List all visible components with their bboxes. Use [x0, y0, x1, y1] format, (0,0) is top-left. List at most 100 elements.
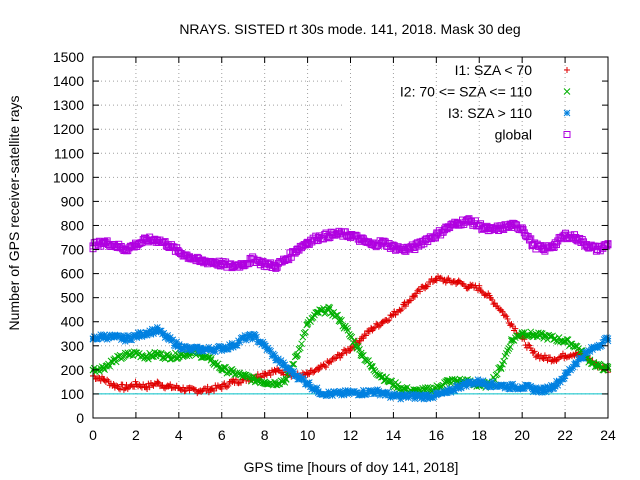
x-tick-label: 10: [300, 427, 316, 443]
sample-point: [246, 374, 254, 381]
sample-point: [364, 327, 371, 334]
sample-point: [121, 338, 129, 345]
sample-point: [537, 385, 545, 393]
sample-point: [603, 362, 611, 370]
sample-point: [160, 384, 167, 391]
sample-point: [290, 367, 298, 375]
sample-point: [344, 387, 352, 394]
sample-point: [289, 360, 296, 368]
sample-point: [594, 344, 602, 352]
sample-point: [214, 360, 222, 368]
sample-point: [537, 329, 545, 337]
sample-point: [366, 328, 373, 335]
sample-point: [98, 332, 106, 340]
sample-point: [224, 345, 232, 353]
sample-point: [193, 387, 199, 394]
legend-marker-star: [563, 109, 571, 117]
sample-point: [197, 344, 205, 352]
sample-point: [357, 337, 364, 344]
sample-point: [267, 371, 274, 378]
sample-point: [388, 312, 395, 319]
sample-point: [544, 357, 551, 364]
sample-point: [351, 337, 358, 345]
sample-point: [101, 377, 108, 384]
sample-point: [326, 304, 334, 312]
sample-point: [603, 242, 611, 250]
sample-point: [339, 350, 346, 357]
x-tick-label: 6: [218, 427, 226, 443]
legend-label: I3: SZA > 110: [448, 105, 532, 121]
sample-point: [181, 342, 188, 350]
sample-point: [375, 387, 383, 395]
sample-point: [444, 387, 452, 394]
sample-point: [530, 349, 537, 356]
sample-point: [338, 316, 345, 324]
sample-point: [491, 300, 498, 307]
sample-point: [504, 315, 511, 322]
sample-point: [338, 352, 345, 359]
sample-point: [451, 278, 458, 285]
y-axis-label: Number of GPS receiver-satellite rays: [6, 96, 22, 331]
sample-point: [210, 346, 218, 353]
sample-point: [217, 343, 224, 350]
sample-point: [275, 380, 282, 388]
legend: I1: SZA < 70 I2: 70 <= SZA <= 110 I3: SZA …: [400, 62, 571, 143]
y-tick-label: 1000: [53, 169, 84, 185]
sample-point: [93, 375, 100, 382]
sample-point: [280, 359, 287, 366]
y-tick-label: 500: [61, 290, 85, 306]
sample-point: [458, 280, 465, 287]
sample-point: [482, 380, 490, 388]
sample-point: [175, 341, 183, 348]
sample-point: [105, 334, 112, 342]
sample-point: [167, 381, 174, 388]
sample-point: [482, 291, 489, 298]
sample-point: [165, 352, 173, 359]
sample-point: [424, 283, 431, 290]
sample-point: [145, 355, 152, 363]
series-square: [89, 215, 612, 272]
sample-point: [387, 378, 394, 385]
y-tick-label: 400: [61, 314, 85, 330]
sample-point: [104, 376, 111, 383]
sample-point: [447, 389, 455, 396]
y-tick-label: 0: [76, 410, 84, 426]
sample-point: [102, 333, 110, 341]
x-axis-label: GPS time [hours of doy 141, 2018]: [244, 459, 459, 475]
sample-point: [133, 334, 141, 342]
sample-point: [306, 371, 313, 378]
sample-point: [207, 387, 214, 394]
sample-point: [163, 383, 170, 390]
sample-point: [545, 386, 553, 394]
sample-point: [599, 339, 607, 346]
sample-point: [337, 354, 344, 361]
sample-point: [550, 385, 558, 392]
sample-point: [101, 366, 108, 373]
sample-point: [408, 297, 415, 304]
sample-point: [540, 355, 547, 362]
sample-point: [128, 336, 135, 344]
sample-point: [246, 330, 254, 338]
y-tick-label: 300: [61, 338, 85, 354]
sample-point: [332, 355, 339, 362]
sample-point: [180, 384, 187, 391]
sample-point: [559, 350, 566, 357]
sample-point: [384, 388, 392, 396]
sample-point: [387, 312, 394, 319]
sample-point: [417, 288, 424, 295]
sample-point: [488, 378, 496, 386]
sample-point: [381, 392, 389, 399]
sample-point: [440, 278, 447, 285]
sample-point: [345, 390, 353, 398]
x-tick-label: 8: [261, 427, 269, 443]
sample-point: [193, 343, 201, 351]
sample-point: [323, 364, 330, 371]
sample-point: [371, 390, 379, 398]
y-tick-label: 1300: [53, 97, 84, 113]
sample-point: [498, 307, 505, 314]
sample-point: [116, 333, 124, 340]
sample-point: [506, 343, 514, 351]
y-tick-label: 900: [61, 193, 85, 209]
sample-point: [305, 370, 312, 377]
sample-point: [295, 375, 303, 383]
